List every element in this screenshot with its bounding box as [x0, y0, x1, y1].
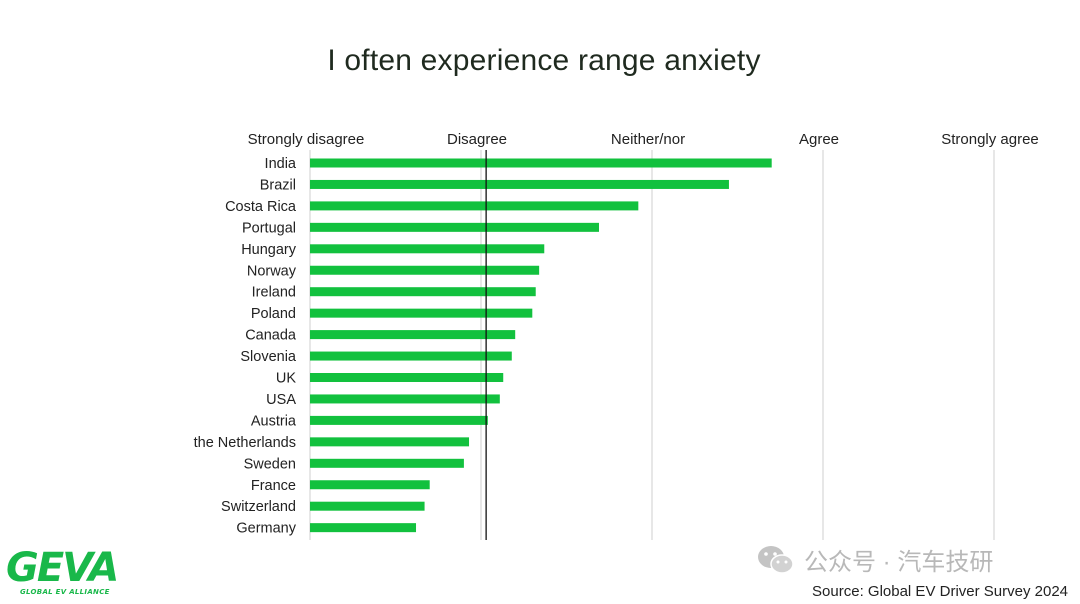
category-label: Austria — [251, 413, 297, 429]
category-label: Brazil — [260, 177, 296, 193]
category-label: Costa Rica — [225, 199, 297, 215]
bar — [310, 480, 430, 490]
category-label: Ireland — [252, 285, 296, 301]
geva-logo: GEVA GLOBAL EV ALLIANCE — [6, 546, 130, 600]
category-label: India — [265, 156, 297, 172]
bar — [310, 523, 417, 533]
bar — [310, 222, 599, 232]
logo-subtitle: GLOBAL EV ALLIANCE — [20, 588, 110, 596]
category-label: France — [251, 478, 296, 494]
wechat-icon — [758, 545, 794, 574]
bar — [310, 415, 488, 425]
bar — [310, 351, 512, 361]
scale-tick-label: Disagree — [447, 131, 507, 148]
category-label: Portugal — [242, 220, 296, 236]
category-label: Poland — [251, 306, 296, 322]
bar — [310, 158, 772, 168]
scale-tick-label: Strongly agree — [941, 131, 1039, 148]
category-label: Norway — [247, 263, 297, 279]
category-label: Sweden — [244, 456, 296, 472]
category-label: Canada — [245, 328, 297, 344]
bar — [310, 373, 504, 382]
source-note: Source: Global EV Driver Survey 2024 — [812, 583, 1068, 600]
scale-tick-label: Strongly disagree — [248, 131, 365, 148]
category-label: USA — [266, 392, 296, 408]
scale-tick-label: Neither/nor — [611, 131, 685, 148]
logo-wordmark: GEVA — [6, 545, 119, 591]
category-label: Slovenia — [240, 349, 297, 365]
chart-title: I often experience range anxiety — [327, 44, 761, 77]
bar — [310, 244, 545, 254]
category-label: Hungary — [241, 242, 297, 258]
wechat-watermark: 公众号 · 汽车技研 — [756, 542, 993, 577]
category-label: UK — [276, 371, 296, 387]
bar — [310, 458, 464, 468]
category-label: Germany — [236, 521, 296, 537]
bar — [310, 265, 540, 275]
scale-tick-label: Agree — [799, 131, 839, 148]
bar — [310, 179, 729, 189]
category-label: the Netherlands — [194, 435, 296, 451]
bar — [310, 308, 533, 318]
bar — [310, 287, 536, 297]
bar — [310, 330, 516, 340]
bar — [310, 501, 425, 511]
watermark-text: 公众号 · 汽车技研 — [804, 549, 994, 576]
bar — [310, 394, 500, 404]
category-label: Switzerland — [221, 499, 296, 515]
bar — [310, 437, 470, 447]
bar — [310, 201, 639, 211]
